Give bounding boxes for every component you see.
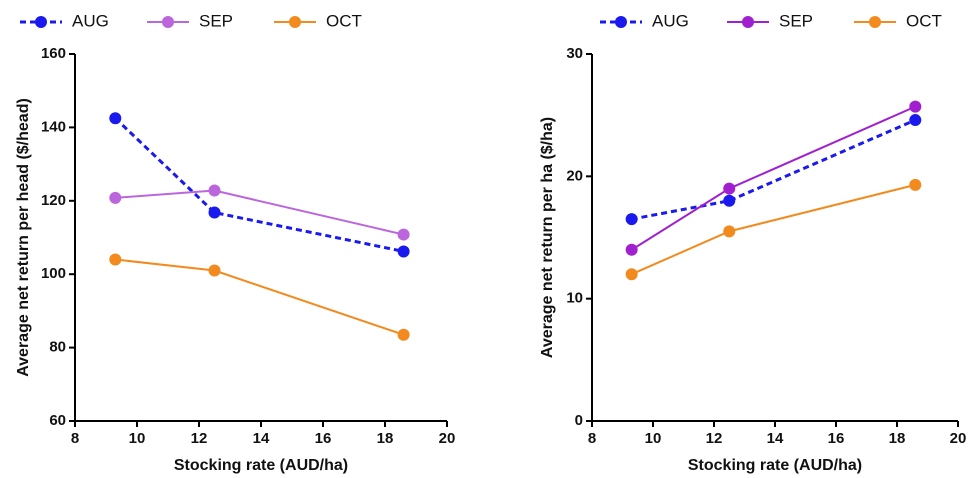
y-tick-label: 140 bbox=[41, 118, 66, 135]
legend-marker bbox=[289, 16, 301, 28]
data-point bbox=[909, 114, 922, 127]
data-point bbox=[208, 206, 221, 219]
data-point bbox=[109, 112, 122, 125]
series-line bbox=[115, 189, 404, 236]
data-point bbox=[397, 245, 410, 258]
y-tick-label: 120 bbox=[41, 192, 66, 209]
data-point bbox=[723, 225, 736, 238]
x-tick-label: 16 bbox=[828, 430, 845, 447]
legend-marker bbox=[35, 16, 47, 28]
x-axis-label: Stocking rate (AUD/ha) bbox=[688, 457, 862, 474]
data-point bbox=[723, 182, 736, 195]
y-axis-label: Average net return per ha ($/ha) bbox=[539, 117, 556, 358]
x-tick-label: 14 bbox=[253, 430, 270, 447]
data-point bbox=[625, 243, 638, 256]
data-point bbox=[397, 328, 410, 341]
legend-label: AUG bbox=[72, 11, 109, 30]
legend-label: OCT bbox=[906, 11, 942, 30]
y-tick-label: 60 bbox=[49, 412, 66, 429]
x-tick-label: 20 bbox=[950, 430, 967, 447]
x-tick-label: 10 bbox=[129, 430, 146, 447]
data-point bbox=[723, 194, 736, 207]
data-point bbox=[109, 191, 122, 204]
x-tick-label: 18 bbox=[377, 430, 394, 447]
y-tick-label: 20 bbox=[566, 167, 583, 184]
data-point bbox=[625, 213, 638, 226]
y-tick-label: 0 bbox=[575, 412, 583, 429]
legend-label: SEP bbox=[199, 11, 233, 30]
x-tick-label: 12 bbox=[706, 430, 723, 447]
x-axis-label: Stocking rate (AUD/ha) bbox=[174, 457, 348, 474]
x-tick-label: 14 bbox=[767, 430, 784, 447]
y-tick-label: 160 bbox=[41, 45, 66, 62]
legend-label: AUG bbox=[652, 11, 689, 30]
data-point bbox=[208, 184, 221, 197]
legend-marker bbox=[742, 16, 754, 28]
data-point bbox=[909, 178, 922, 191]
series-line bbox=[631, 183, 916, 276]
legend-label: OCT bbox=[326, 11, 362, 30]
x-tick-label: 18 bbox=[889, 430, 906, 447]
data-point bbox=[208, 264, 221, 277]
y-tick-label: 10 bbox=[566, 290, 583, 307]
legend-label: SEP bbox=[779, 11, 813, 30]
data-point bbox=[909, 100, 922, 113]
x-tick-label: 16 bbox=[315, 430, 332, 447]
x-tick-label: 10 bbox=[645, 430, 662, 447]
y-tick-label: 80 bbox=[49, 339, 66, 356]
x-tick-label: 8 bbox=[71, 430, 79, 447]
x-tick-label: 8 bbox=[588, 430, 596, 447]
data-point bbox=[625, 268, 638, 281]
series-line bbox=[114, 117, 404, 253]
y-axis-label: Average net return per head ($/head) bbox=[15, 98, 32, 377]
y-tick-label: 100 bbox=[41, 265, 66, 282]
legend-marker bbox=[162, 16, 174, 28]
series-line bbox=[631, 105, 916, 251]
legend-marker bbox=[869, 16, 881, 28]
x-tick-label: 12 bbox=[191, 430, 208, 447]
x-tick-label: 20 bbox=[439, 430, 456, 447]
y-tick-label: 30 bbox=[566, 45, 583, 62]
series-line bbox=[631, 118, 916, 221]
legend-marker bbox=[615, 16, 627, 28]
series-line bbox=[115, 258, 404, 336]
data-point bbox=[109, 253, 122, 266]
data-point bbox=[397, 228, 410, 241]
